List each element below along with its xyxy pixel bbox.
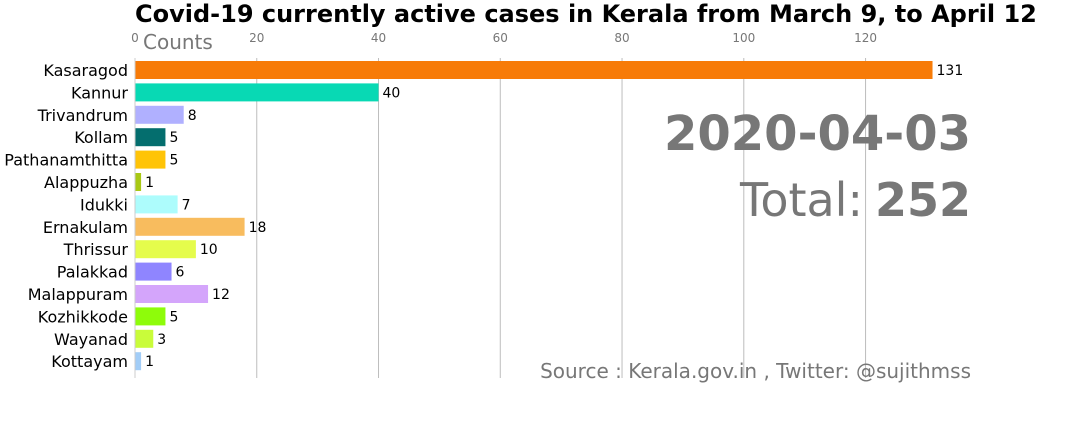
value-label: 1: [145, 175, 154, 191]
category-label: Idukki: [80, 195, 128, 214]
x-tick-label: 100: [732, 31, 755, 45]
x-tick-label: 0: [131, 31, 139, 45]
bar: [135, 150, 166, 169]
category-label: Alappuzha: [44, 173, 128, 192]
bars: [135, 61, 933, 371]
total-label: Total:: [739, 173, 863, 227]
category-label: Kasaragod: [43, 61, 128, 80]
bar: [135, 195, 178, 214]
value-label: 6: [176, 265, 185, 281]
category-label: Wayanad: [54, 330, 128, 349]
value-label: 12: [212, 287, 230, 303]
category-label: Kannur: [71, 83, 128, 102]
value-label: 10: [200, 242, 218, 258]
category-label: Kollam: [74, 128, 128, 147]
total-value: 252: [875, 173, 971, 227]
category-label: Malappuram: [28, 285, 128, 304]
bar: [135, 128, 166, 147]
bar: [135, 217, 245, 236]
x-tick-label: 20: [249, 31, 264, 45]
category-label: Pathanamthitta: [4, 151, 128, 170]
value-label: 5: [169, 153, 178, 169]
bar: [135, 329, 154, 348]
date-label: 2020-04-03: [664, 106, 971, 162]
x-tick-labels: 0 20 40 60 80 100 120: [131, 31, 877, 45]
x-tick-label: 60: [493, 31, 508, 45]
bar: [135, 262, 172, 281]
category-label: Kottayam: [51, 352, 128, 371]
grid-lines: [256, 58, 867, 378]
category-label: Thrissur: [63, 240, 129, 259]
source-credit: Source : Kerala.gov.in , Twitter: @sujit…: [540, 359, 971, 383]
value-label: 1: [145, 354, 154, 370]
x-tick-label: 80: [614, 31, 629, 45]
value-label: 18: [249, 220, 267, 236]
category-labels: Kasaragod Kannur Trivandrum Kollam Pathanamt…: [4, 61, 128, 371]
chart-title: Covid-19 currently active cases in Keral…: [135, 0, 1037, 28]
bar: [135, 285, 209, 303]
x-tick-label: 120: [854, 31, 877, 45]
category-label: Palakkad: [57, 263, 128, 282]
axis-label: Counts: [143, 30, 213, 54]
bar: [135, 61, 933, 79]
value-label: 8: [188, 108, 197, 124]
bar: [135, 307, 166, 326]
bar: [135, 83, 379, 102]
value-label: 5: [169, 309, 178, 325]
value-label: 3: [157, 332, 166, 348]
category-label: Trivandrum: [37, 106, 128, 125]
total-readout: Total: 252: [739, 173, 971, 227]
bar: [135, 105, 184, 124]
value-label: 131: [937, 63, 964, 79]
value-label: 40: [383, 85, 401, 101]
category-label: Kozhikkode: [38, 307, 128, 326]
x-tick-label: 40: [371, 31, 386, 45]
value-label: 7: [182, 197, 191, 213]
bar: [135, 240, 196, 259]
bar: [135, 352, 142, 371]
bar: [135, 173, 142, 191]
value-label: 5: [169, 130, 178, 146]
category-label: Ernakulam: [43, 218, 128, 237]
